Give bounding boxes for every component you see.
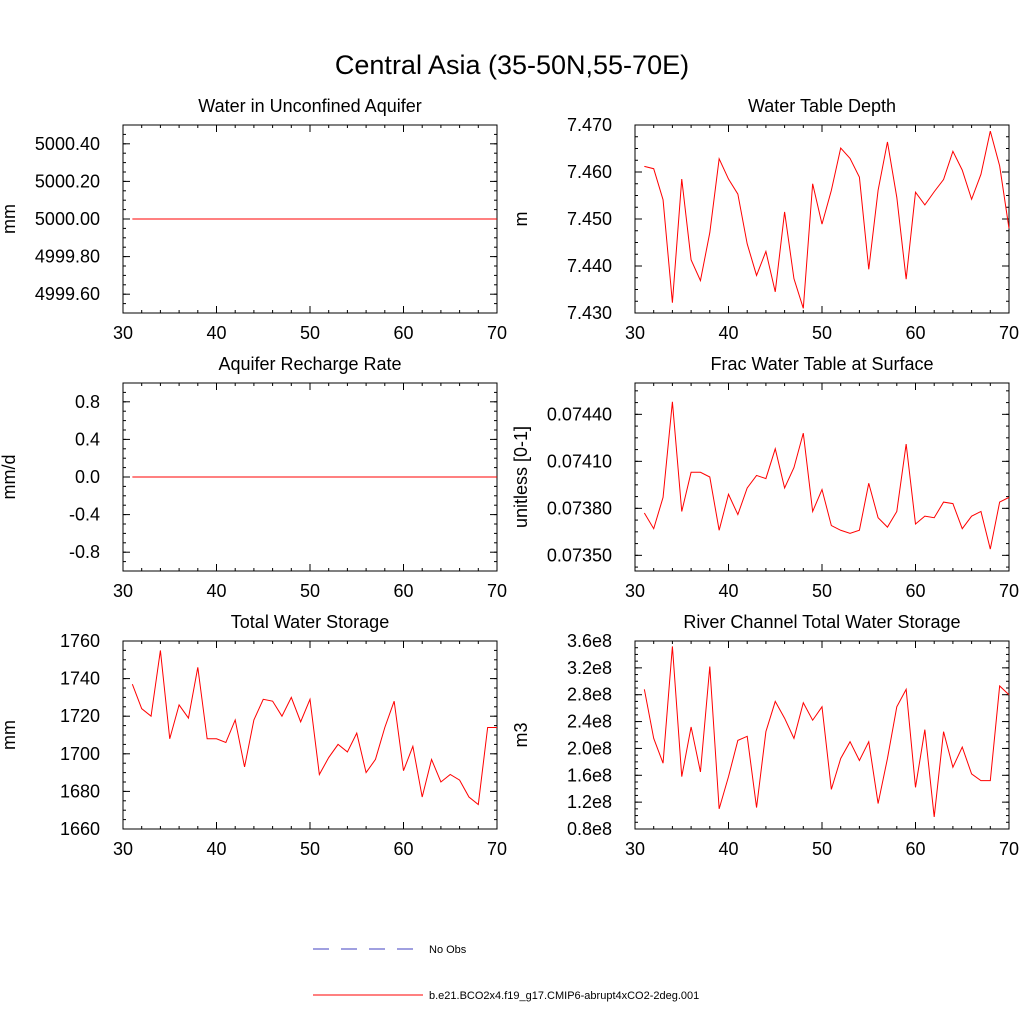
series-line <box>131 650 497 806</box>
y-tick-label: 7.450 <box>567 209 612 229</box>
y-tick-label: 7.440 <box>567 256 612 276</box>
x-tick-label: 60 <box>905 581 925 601</box>
y-tick-label: 5000.00 <box>35 209 100 229</box>
x-tick-label: 60 <box>905 323 925 343</box>
x-tick-label: 50 <box>300 839 320 859</box>
plot-title: Aquifer Recharge Rate <box>218 354 401 374</box>
x-tick-label: 50 <box>812 323 832 343</box>
x-tick-label: 70 <box>487 323 507 343</box>
legend-label-no-obs: No Obs <box>429 944 467 956</box>
y-tick-label: 3.2e8 <box>567 658 612 678</box>
plot-title: Water in Unconfined Aquifer <box>198 96 421 116</box>
x-tick-label: 50 <box>300 323 320 343</box>
x-tick-label: 40 <box>206 581 226 601</box>
plot-water-table-depth: Water Table Depth m 30 40 50 60 70 7.430 7.440 7.… <box>511 96 1019 343</box>
plot-frac-water-table-at-surface: Frac Water Table at Surface unitless [0-1… <box>511 354 1019 601</box>
x-tick-label: 60 <box>905 839 925 859</box>
y-tick-label: 0.8e8 <box>567 819 612 839</box>
y-tick-label: 2.0e8 <box>567 738 612 758</box>
x-tick-label: 30 <box>113 839 133 859</box>
y-tick-label: 4999.60 <box>35 284 100 304</box>
y-tick-label: 5000.40 <box>35 134 100 154</box>
x-tick-label: 40 <box>206 323 226 343</box>
y-tick-label: 1740 <box>60 669 100 689</box>
x-tick-label: 30 <box>625 839 645 859</box>
x-tick-label: 30 <box>625 323 645 343</box>
x-tick-label: 40 <box>718 323 738 343</box>
plot-aquifer-recharge-rate: Aquifer Recharge Rate mm/d 30 40 50 60 70 -0.8 -… <box>0 354 507 601</box>
y-tick-label: 0.07380 <box>547 498 612 518</box>
plot-frame <box>634 124 1010 314</box>
y-axis-label: mm/d <box>0 455 19 500</box>
plot-title: River Channel Total Water Storage <box>683 612 960 632</box>
y-tick-label: 7.430 <box>567 303 612 323</box>
y-tick-label: 1.6e8 <box>567 765 612 785</box>
legend-label-model: b.e21.BCO2x4.f19_g17.CMIP6-abrupt4xCO2-2… <box>429 990 699 1002</box>
y-axis-label: unitless [0-1] <box>511 426 531 528</box>
series-line <box>643 401 1010 550</box>
y-axis-label: m3 <box>511 722 531 747</box>
plot-frame <box>634 382 1010 572</box>
x-tick-label: 60 <box>393 323 413 343</box>
y-tick-label: 1.2e8 <box>567 792 612 812</box>
figure-title: Central Asia (35-50N,55-70E) <box>335 50 689 80</box>
x-tick-label: 70 <box>999 323 1019 343</box>
plot-total-water-storage: Total Water Storage mm 30 40 50 60 70 1660 1680 1… <box>0 612 507 859</box>
x-tick-label: 40 <box>718 839 738 859</box>
x-tick-label: 70 <box>487 839 507 859</box>
y-tick-label: 7.470 <box>567 115 612 135</box>
plot-title: Frac Water Table at Surface <box>710 354 933 374</box>
y-axis-label: mm <box>0 204 19 234</box>
y-tick-label: 0.4 <box>75 429 100 449</box>
y-tick-label: 2.8e8 <box>567 685 612 705</box>
y-axis-label: m <box>511 212 531 227</box>
series-line <box>643 646 1010 817</box>
plot-frame <box>634 640 1010 830</box>
y-axis-label: mm <box>0 720 19 750</box>
x-tick-label: 30 <box>113 323 133 343</box>
y-tick-label: 1700 <box>60 744 100 764</box>
x-tick-label: 60 <box>393 839 413 859</box>
series-line <box>644 130 1010 309</box>
y-tick-label: 7.460 <box>567 162 612 182</box>
x-tick-label: 70 <box>999 581 1019 601</box>
y-tick-label: 0.07410 <box>547 451 612 471</box>
y-tick-label: 0.0 <box>75 467 100 487</box>
y-tick-label: 1680 <box>60 781 100 801</box>
y-tick-label: 1760 <box>60 631 100 651</box>
x-tick-label: 50 <box>812 581 832 601</box>
y-tick-label: 0.07350 <box>547 545 612 565</box>
x-tick-label: 40 <box>718 581 738 601</box>
plot-river-channel-total-water-storage: River Channel Total Water Storage m3 30 40 5… <box>511 612 1019 859</box>
y-tick-label: 2.4e8 <box>567 712 612 732</box>
plot-title: Total Water Storage <box>231 612 389 632</box>
x-tick-label: 30 <box>113 581 133 601</box>
x-tick-label: 40 <box>206 839 226 859</box>
y-tick-label: 1720 <box>60 706 100 726</box>
y-tick-label: -0.4 <box>69 505 100 525</box>
y-tick-label: 0.8 <box>75 392 100 412</box>
y-tick-label: 4999.80 <box>35 247 100 267</box>
y-tick-label: 1660 <box>60 819 100 839</box>
x-tick-label: 30 <box>625 581 645 601</box>
x-tick-label: 60 <box>393 581 413 601</box>
x-tick-label: 50 <box>812 839 832 859</box>
y-tick-label: 3.6e8 <box>567 631 612 651</box>
y-tick-label: 0.07440 <box>547 404 612 424</box>
x-tick-label: 70 <box>999 839 1019 859</box>
x-tick-label: 70 <box>487 581 507 601</box>
plot-frame <box>122 640 498 830</box>
x-tick-label: 50 <box>300 581 320 601</box>
plot-water-in-unconfined-aquifer: Water in Unconfined Aquifer mm 30 40 50 60 70 4… <box>0 96 507 343</box>
legend: No Obs b.e21.BCO2x4.f19_g17.CMIP6-abrupt… <box>313 944 699 1002</box>
y-tick-label: -0.8 <box>69 542 100 562</box>
plot-title: Water Table Depth <box>748 96 896 116</box>
y-tick-label: 5000.20 <box>35 171 100 191</box>
